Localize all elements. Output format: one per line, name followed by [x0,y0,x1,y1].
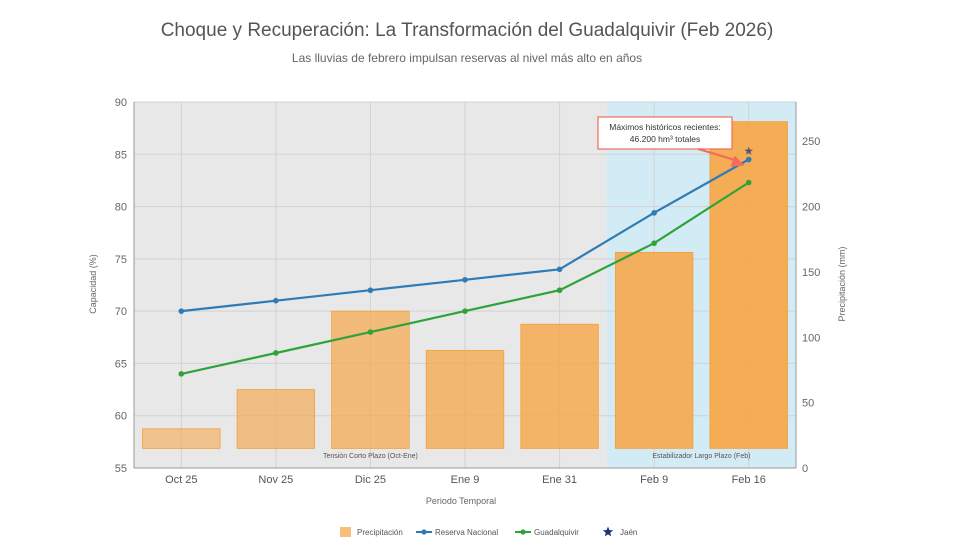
x-tick-label-ene-9: Ene 9 [451,474,480,486]
y-tick-label-75: 75 [115,254,127,266]
x-axis-label: Periodo Temporal [426,496,496,506]
axes: 55 60 65 70 75 80 85 90 0 50 100 150 200 250 Oct 25 Nov… [115,97,821,486]
legend-swatch-precipitacion [340,527,351,537]
y2-tick-label-200: 200 [802,202,820,214]
point-guadalquivir-nov-25 [273,350,279,356]
y-tick-label-70: 70 [115,306,127,318]
annotation-box [597,116,733,150]
bar-oct-25 [142,428,221,449]
point-reserva-nacional-feb-9 [651,210,657,216]
chart-title: Choque y Recuperación: La Transformación… [161,20,774,41]
y-tick-label-80: 80 [115,202,127,214]
x-tick-label-ene-31: Ene 31 [542,474,577,486]
x-tick-label-oct-25: Oct 25 [165,474,197,486]
region-label-tension-corto-plazo-oct-ene: Tensión Corto Plazo (Oct-Ene) [323,453,418,460]
legend-label-guadalquivir: Guadalquivir [534,528,579,537]
bar-feb-9 [614,251,694,449]
legend-star-jaen [602,526,614,537]
y2-axis-label: Precipitación (mm) [837,246,847,321]
point-guadalquivir-feb-16 [745,179,752,186]
x-tick-label-feb-9: Feb 9 [640,474,668,486]
y2-tick-label-250: 250 [802,136,820,148]
y-tick-label-90: 90 [115,97,127,109]
y2-tick-label-100: 100 [802,332,820,344]
annotation: Máximos históricos recientes: 46.200 hm³ … [597,116,745,167]
point-guadalquivir-dic-25 [367,329,374,335]
annotation-arrow-line [698,147,738,162]
annotation-arrow-head [730,155,745,167]
region-labels: Tensión Corto Plazo (Oct-Ene) Estabilizad… [323,453,751,460]
point-guadalquivir-feb-9 [651,240,657,246]
y-tick-label-60: 60 [115,411,127,423]
legend-label-precipitacion: Precipitación [357,528,403,537]
point-guadalquivir-oct-25 [178,371,185,377]
bar-nov-25 [236,389,316,449]
point-guadalquivir-ene-9 [462,308,468,314]
precipitation-bars [142,121,788,449]
legend-marker-guadalquivir [520,529,526,535]
bar-feb-16 [709,121,788,449]
y-tick-label-55: 55 [115,463,127,475]
y2-tick-label-50: 50 [802,398,814,410]
y-axis-label: Capacidad (%) [88,254,98,314]
y-tick-label-85: 85 [115,149,127,161]
point-reserva-nacional-ene-9 [462,276,468,283]
y2-tick-label-0: 0 [802,463,808,475]
bar-ene-9 [425,349,505,449]
bar-ene-31 [520,323,599,449]
point-reserva-nacional-feb-16 [745,156,752,163]
point-reserva-nacional-dic-25 [367,287,374,294]
legend-label-reserva-nacional: Reserva Nacional [435,528,498,537]
x-tick-label-dic-25: Dic 25 [355,474,386,486]
star-jaen-feb-16 [744,146,753,155]
point-reserva-nacional-oct-25 [178,308,185,314]
y-tick-label-65: 65 [115,358,127,370]
chart-subtitle: Las lluvias de febrero impulsan reservas… [292,51,642,65]
legend-marker-reserva-nacional [421,529,427,535]
x-tick-label-nov-25: Nov 25 [258,474,293,486]
point-reserva-nacional-ene-31 [556,266,563,273]
point-guadalquivir-ene-31 [556,287,563,294]
legend-label-jaen: Jaén [620,528,637,537]
region-label-estabilizador-largo-plazo-feb: Estabilizador Largo Plazo (Feb) [652,453,750,460]
x-tick-label-feb-16: Feb 16 [732,474,766,486]
legend: Precipitación Reserva Nacional Guadalquivi… [340,526,637,537]
point-reserva-nacional-nov-25 [273,297,279,304]
annotation-line-2: 46.200 hm³ totales [630,134,700,144]
annotation-line-1: Máximos históricos recientes: [609,122,720,132]
series-lines [178,146,753,377]
y2-tick-label-150: 150 [802,267,820,279]
